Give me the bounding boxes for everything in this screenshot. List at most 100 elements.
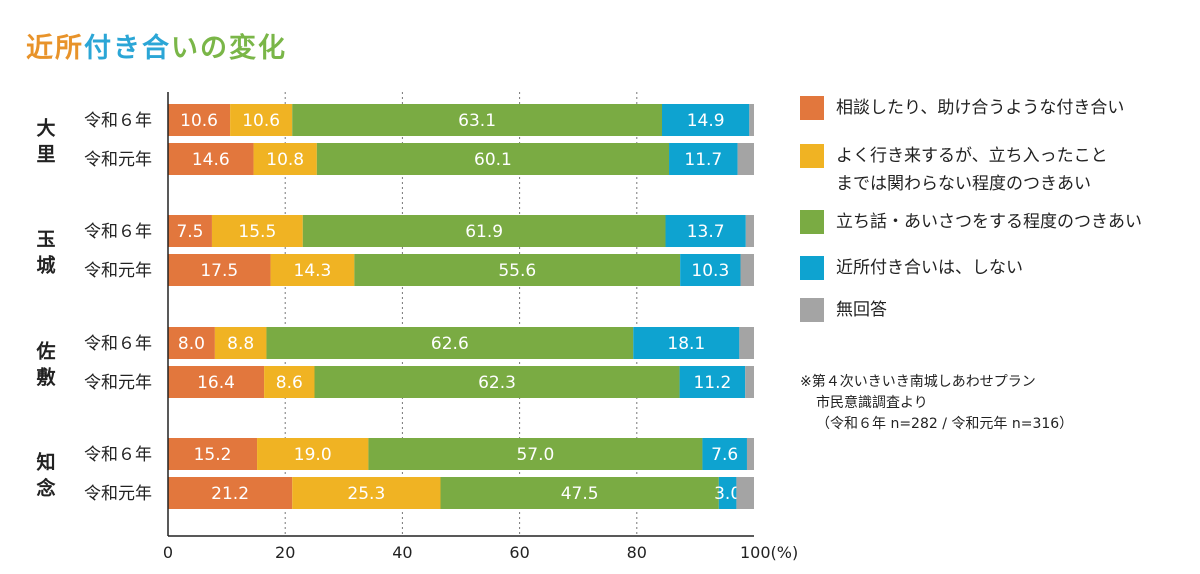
bar-segment <box>264 366 315 398</box>
bar-segment <box>354 254 681 286</box>
group-label: 大 <box>36 117 55 140</box>
bar-segment <box>266 327 634 359</box>
row-label: 令和元年 <box>84 484 152 504</box>
bar-segment <box>368 438 703 470</box>
data-label: 3.0 <box>714 484 741 504</box>
data-label: 8.8 <box>227 334 254 354</box>
bar-segment <box>302 215 666 247</box>
row-label: 令和６年 <box>84 445 152 465</box>
title-char: 合 <box>142 33 171 64</box>
bar-segment <box>746 438 754 470</box>
legend-item-no-answer: 無回答 <box>800 298 887 324</box>
bar-segment <box>718 477 737 509</box>
data-label: 8.0 <box>178 334 205 354</box>
row-label: 令和元年 <box>84 261 152 281</box>
bar-segment <box>292 104 662 136</box>
data-label: 14.3 <box>294 261 332 281</box>
legend-label: 立ち話・あいさつをする程度のつきあい <box>836 212 1142 232</box>
data-label: 13.7 <box>687 222 725 242</box>
bar-segment <box>749 104 754 136</box>
data-label: 60.1 <box>474 150 512 170</box>
legend-swatch <box>800 144 824 168</box>
data-label: 25.3 <box>347 484 385 504</box>
bar-segment <box>702 438 747 470</box>
group-label: 敷 <box>36 366 56 389</box>
data-label: 15.2 <box>194 445 232 465</box>
group-label: 念 <box>35 477 55 500</box>
bar-segment <box>168 254 271 286</box>
bar-segment <box>314 366 680 398</box>
note-line: 市民意識調査より <box>816 395 928 411</box>
bar-segment <box>168 438 258 470</box>
data-label: 10.8 <box>266 150 304 170</box>
bar-segment <box>257 438 369 470</box>
bar-segment <box>211 215 303 247</box>
legend-item-visit: よく行き来するが、立ち入ったこと までは関わらない程度のつきあい <box>800 144 1108 198</box>
legend-label: までは関わらない程度のつきあい <box>836 174 1091 194</box>
bar-segment <box>168 143 254 175</box>
group-label: 里 <box>36 144 55 166</box>
data-label: 62.3 <box>478 373 516 393</box>
note-line: ※第４次いきいき南城しあわせプラン <box>800 374 1036 390</box>
data-label: 55.6 <box>498 261 536 281</box>
bar-segment <box>680 254 741 286</box>
legend-swatch <box>800 210 824 234</box>
group-label: 知 <box>36 451 55 474</box>
bar-segment <box>440 477 719 509</box>
legend-label: 無回答 <box>836 300 887 320</box>
group-label: 玉 <box>36 229 55 251</box>
data-label: 17.5 <box>200 261 238 281</box>
data-label: 14.9 <box>687 111 725 131</box>
bar-segment <box>214 327 267 359</box>
row-label: 令和元年 <box>84 150 152 170</box>
bar-segment <box>745 215 754 247</box>
legend-item-greeting: 立ち話・あいさつをする程度のつきあい <box>800 210 1142 236</box>
bar-segment <box>253 143 317 175</box>
title-char: き <box>113 33 142 64</box>
bar-segment <box>679 366 746 398</box>
bar-segment <box>168 327 215 359</box>
data-label: 63.1 <box>458 111 496 131</box>
data-label: 8.6 <box>276 373 303 393</box>
bar-segment <box>740 254 754 286</box>
legend-swatch <box>800 96 824 120</box>
row-label: 令和６年 <box>84 334 152 354</box>
x-tick-label: 80 <box>627 543 647 562</box>
data-label: 47.5 <box>561 484 599 504</box>
data-label: 15.5 <box>238 222 276 242</box>
group-label: 城 <box>36 254 55 277</box>
data-label: 61.9 <box>465 222 503 242</box>
bar-segment <box>316 143 670 175</box>
group-label: 佐 <box>35 340 55 363</box>
data-label: 7.6 <box>711 445 738 465</box>
data-label: 21.2 <box>211 484 249 504</box>
legend-item-consult: 相談したり、助け合うような付き合い <box>800 96 1124 122</box>
row-label: 令和元年 <box>84 373 152 393</box>
data-label: 10.6 <box>180 111 218 131</box>
legend-item-none: 近所付き合いは、しない <box>800 256 1023 282</box>
data-label: 14.6 <box>192 150 230 170</box>
data-label: 7.5 <box>176 222 203 242</box>
data-label: 10.3 <box>691 261 729 281</box>
source-note: ※第４次いきいき南城しあわせプラン 市民意識調査より （令和６年 n=282 /… <box>800 372 1073 435</box>
legend-label: 近所付き合いは、しない <box>836 258 1023 278</box>
bar-segment <box>168 366 265 398</box>
bar-segment <box>736 477 754 509</box>
x-tick-label: 20 <box>275 543 295 562</box>
x-tick-label: 60 <box>509 543 529 562</box>
legend-swatch <box>800 298 824 322</box>
data-label: 16.4 <box>197 373 235 393</box>
x-tick-label: 0 <box>163 543 173 562</box>
data-label: 19.0 <box>294 445 332 465</box>
title-char: 付 <box>84 33 113 64</box>
bar-segment <box>230 104 293 136</box>
x-tick-label: 40 <box>392 543 412 562</box>
bar-segment <box>270 254 355 286</box>
bar-segment <box>168 215 212 247</box>
title-char: 近 <box>26 33 55 64</box>
legend-label: 相談したり、助け合うような付き合い <box>836 98 1125 118</box>
chart-title: 近所付き合いの変化 <box>26 26 287 65</box>
row-label: 令和６年 <box>84 222 152 242</box>
data-label: 62.6 <box>431 334 469 354</box>
